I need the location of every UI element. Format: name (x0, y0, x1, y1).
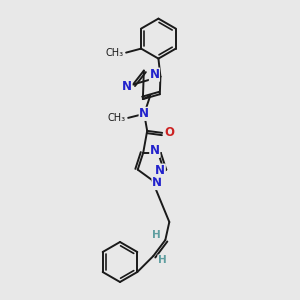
Text: N: N (149, 68, 159, 81)
Text: N: N (139, 107, 149, 120)
Text: N: N (150, 144, 160, 158)
Text: H: H (158, 255, 167, 265)
Text: O: O (164, 126, 174, 140)
Text: CH₃: CH₃ (106, 48, 124, 58)
Text: N: N (155, 164, 165, 177)
Text: N: N (152, 176, 162, 190)
Text: H: H (152, 230, 161, 240)
Text: CH₃: CH₃ (107, 113, 125, 123)
Text: N: N (122, 80, 132, 93)
